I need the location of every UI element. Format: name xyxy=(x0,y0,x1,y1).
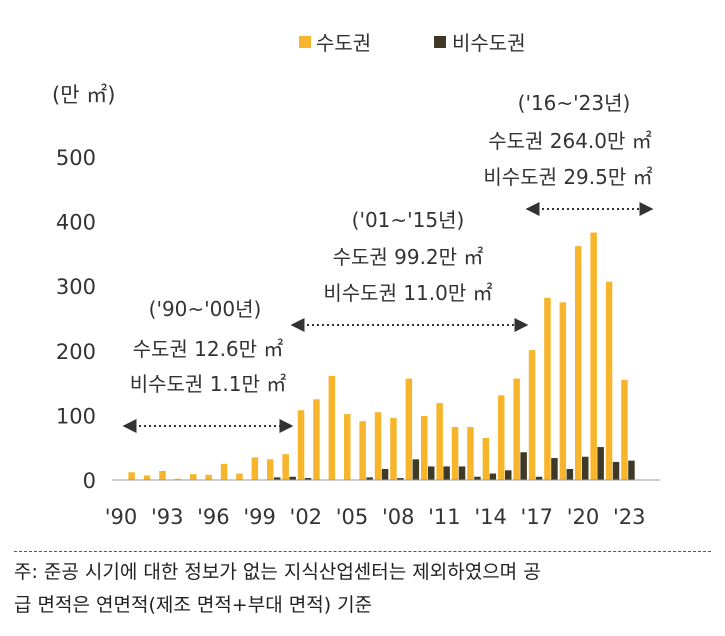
bar-noncapital-01 xyxy=(289,476,296,480)
x-tick-label: '08 xyxy=(382,505,415,529)
bar-capital-00 xyxy=(267,459,274,480)
legend-label-noncapital: 비수도권 xyxy=(452,31,526,55)
bar-capital-95 xyxy=(190,474,197,480)
y-unit-label: (만 ㎡) xyxy=(52,83,115,107)
bar-noncapital-22 xyxy=(612,461,620,480)
bar-capital-08 xyxy=(390,417,397,480)
annotation-2-period: ('01~'15년) xyxy=(352,208,465,232)
bar-noncapital-09 xyxy=(412,459,420,480)
bar-capital-19 xyxy=(559,302,567,480)
bar-noncapital-10 xyxy=(428,466,435,480)
bar-noncapital-02 xyxy=(304,478,312,480)
bar-capital-06 xyxy=(359,421,366,480)
bar-capital-05 xyxy=(344,414,351,480)
bar-capital-10 xyxy=(421,416,428,480)
bar-noncapital-12 xyxy=(458,466,466,480)
bars xyxy=(128,232,635,480)
x-tick-label: '90 xyxy=(105,505,138,529)
x-tick-label: '96 xyxy=(197,505,230,529)
bar-noncapital-00 xyxy=(274,477,281,480)
bar-capital-93 xyxy=(159,470,166,480)
bar-capital-97 xyxy=(220,463,228,480)
legend-swatch-noncapital xyxy=(434,36,446,48)
bar-noncapital-23 xyxy=(628,460,635,480)
bar-capital-17 xyxy=(528,350,536,480)
bar-capital-23 xyxy=(621,379,628,480)
y-tick-label: 400 xyxy=(56,211,96,235)
bar-noncapital-19 xyxy=(566,469,574,480)
bar-capital-20 xyxy=(575,246,582,480)
bar-capital-03 xyxy=(313,399,320,480)
bar-capital-22 xyxy=(605,281,613,480)
annotation-2-capital: 수도권 99.2만 ㎡ xyxy=(333,245,484,269)
y-axis: 0 100 200 300 400 500 xyxy=(56,146,96,493)
y-tick-label: 0 xyxy=(83,469,96,493)
annotation-1-noncapital: 비수도권 1.1만 ㎡ xyxy=(130,372,287,396)
bar-capital-11 xyxy=(436,403,443,480)
x-tick-label: '17 xyxy=(521,505,554,529)
annotation-2001-2015: ('01~'15년) 수도권 99.2만 ㎡ 비수도권 11.0만 ㎡ xyxy=(290,208,529,332)
bar-noncapital-08 xyxy=(397,478,404,480)
annotation-1-capital: 수도권 12.6만 ㎡ xyxy=(133,337,284,361)
bar-noncapital-15 xyxy=(505,470,512,480)
y-tick-label: 300 xyxy=(56,275,96,299)
annotation-3-capital: 수도권 264.0만 ㎡ xyxy=(488,129,652,153)
x-tick-label: '02 xyxy=(290,505,323,529)
x-axis: '90 '93 '96 '99 '02 '05 '08 '11 '14 '17 '20 '23 xyxy=(105,505,646,529)
bar-capital-98 xyxy=(236,473,243,480)
x-tick-label: '99 xyxy=(243,505,276,529)
bar-noncapital-21 xyxy=(597,447,604,480)
legend-label-capital: 수도권 xyxy=(316,31,371,55)
bar-noncapital-18 xyxy=(551,458,558,480)
x-tick-label: '23 xyxy=(613,505,646,529)
bar-capital-99 xyxy=(251,457,259,480)
bar-noncapital-20 xyxy=(582,456,589,480)
x-tick-label: '14 xyxy=(474,505,507,529)
bar-noncapital-17 xyxy=(535,476,543,480)
bar-capital-94 xyxy=(174,478,182,480)
bar-capital-02 xyxy=(297,410,305,480)
bar-capital-04 xyxy=(328,375,336,480)
x-tick-label: '05 xyxy=(336,505,369,529)
bar-noncapital-13 xyxy=(474,476,481,480)
footnote-line-2: 급 면적은 연면적(제조 면적+부대 면적) 기준 xyxy=(14,594,373,616)
bar-noncapital-11 xyxy=(443,466,450,480)
annotation-1-period: ('90~'00년) xyxy=(149,297,262,321)
bar-capital-01 xyxy=(282,454,289,480)
bar-capital-18 xyxy=(544,297,551,480)
bar-capital-14 xyxy=(482,438,490,480)
y-tick-label: 200 xyxy=(56,340,96,364)
legend: 수도권 비수도권 xyxy=(299,31,526,55)
bar-noncapital-06 xyxy=(366,477,373,480)
annotation-1990-2000: ('90~'00년) 수도권 12.6만 ㎡ 비수도권 1.1만 ㎡ xyxy=(122,297,294,433)
x-tick-label: '20 xyxy=(567,505,600,529)
bar-capital-16 xyxy=(513,378,520,480)
bar-capital-12 xyxy=(451,427,459,480)
bar-capital-09 xyxy=(405,378,413,480)
footnote-divider xyxy=(14,551,711,552)
x-tick-label: '11 xyxy=(428,505,461,529)
y-tick-label: 100 xyxy=(56,404,96,428)
bar-capital-13 xyxy=(467,427,474,480)
bar-capital-07 xyxy=(374,412,382,480)
bar-capital-21 xyxy=(590,232,597,480)
bar-capital-15 xyxy=(498,395,505,480)
annotation-3-period: ('16~'23년) xyxy=(518,91,631,115)
annotation-3-noncapital: 비수도권 29.5만 ㎡ xyxy=(483,165,652,189)
bar-noncapital-07 xyxy=(381,469,389,480)
bar-noncapital-16 xyxy=(520,452,527,480)
x-tick-label: '93 xyxy=(151,505,184,529)
footnote-line-1: 주: 준공 시기에 대한 정보가 없는 지식산업센터는 제외하였으며 공 xyxy=(14,561,541,583)
y-tick-label: 500 xyxy=(56,146,96,170)
bar-noncapital-14 xyxy=(489,473,497,480)
legend-swatch-capital xyxy=(299,36,311,48)
annotation-2016-2023: ('16~'23년) 수도권 264.0만 ㎡ 비수도권 29.5만 ㎡ xyxy=(483,91,654,216)
annotation-2-noncapital: 비수도권 11.0만 ㎡ xyxy=(323,281,492,305)
bar-capital-96 xyxy=(205,474,212,480)
bar-capital-92 xyxy=(143,475,151,480)
bar-capital-91 xyxy=(128,472,135,480)
